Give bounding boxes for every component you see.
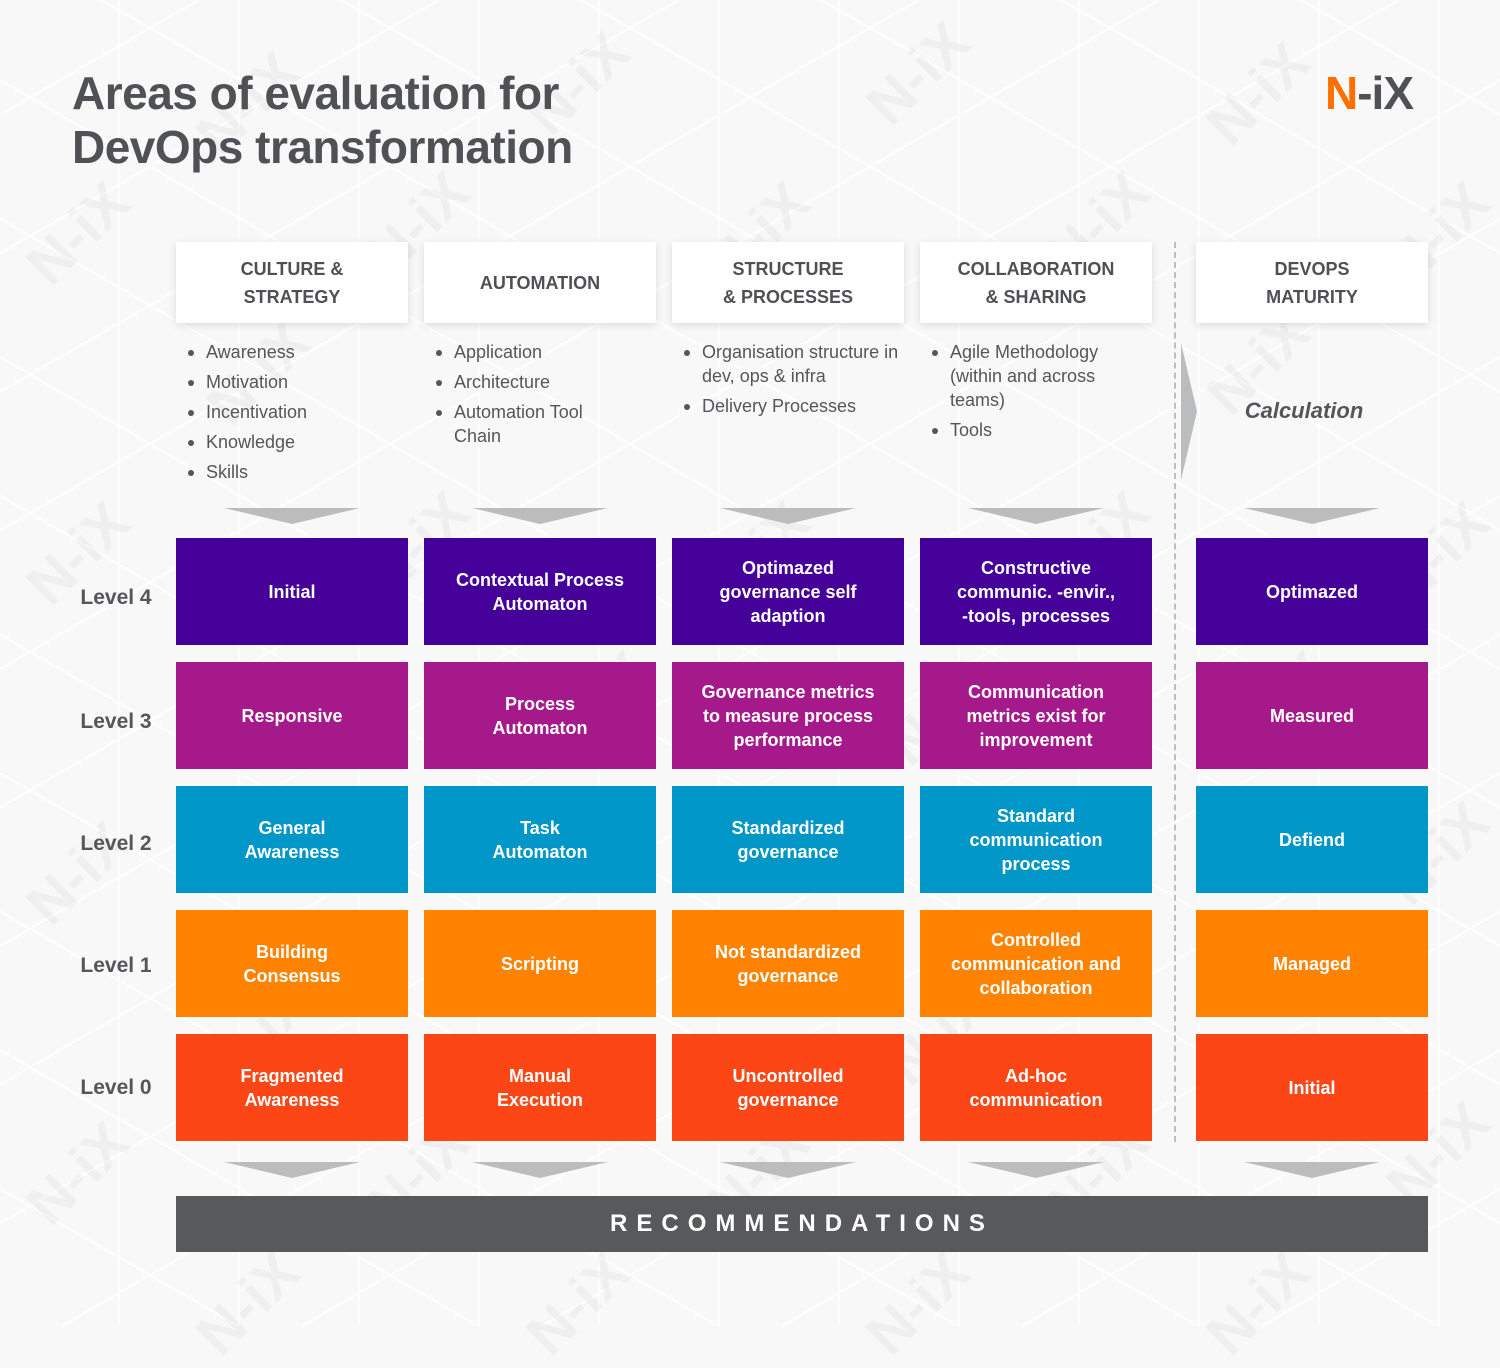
level-1-label: Level 1 bbox=[80, 954, 152, 977]
level-3-maturity-cell: Measured bbox=[1196, 662, 1428, 769]
down-arrow-icon bbox=[1244, 508, 1380, 524]
title-line-2: DevOps transformation bbox=[72, 121, 573, 173]
level-1-structure-cell: Not standardized governance bbox=[672, 910, 904, 1017]
level-0-maturity-cell: Initial bbox=[1196, 1034, 1428, 1141]
level-3-automation-cell: Process Automaton bbox=[424, 662, 656, 769]
down-arrow-icon bbox=[1244, 1162, 1380, 1178]
down-arrow-icon bbox=[472, 1162, 608, 1178]
column-header-structure-processes: STRUCTURE & PROCESSES bbox=[672, 242, 904, 323]
level-0-collaboration-cell: Ad-hoc communication bbox=[920, 1034, 1152, 1141]
level-2-label: Level 2 bbox=[80, 832, 152, 855]
down-arrow-icon bbox=[720, 1162, 856, 1178]
level-0-label: Level 0 bbox=[80, 1076, 152, 1099]
level-4-automation-cell: Contextual Process Automaton bbox=[424, 538, 656, 645]
bullet-item: Application bbox=[424, 340, 624, 364]
level-0-automation-cell: Manual Execution bbox=[424, 1034, 656, 1141]
down-arrow-icon bbox=[968, 1162, 1104, 1178]
down-arrow-icon bbox=[968, 508, 1104, 524]
bullet-item: Organisation structure in dev, ops & inf… bbox=[672, 340, 912, 388]
level-3-label: Level 3 bbox=[80, 710, 152, 733]
title-line-1: Areas of evaluation for bbox=[72, 67, 559, 119]
column-header-culture-strategy: CULTURE & STRATEGY bbox=[176, 242, 408, 323]
calculation-label: Calculation bbox=[1244, 398, 1364, 423]
level-4-structure-cell: Optimazed governance self adaption bbox=[672, 538, 904, 645]
logo-ix: -iX bbox=[1357, 67, 1414, 119]
bullet-item: Architecture bbox=[424, 370, 624, 394]
level-2-collaboration-cell: Standard communication process bbox=[920, 786, 1152, 893]
logo-n: N bbox=[1325, 67, 1358, 119]
bullet-item: Knowledge bbox=[176, 430, 408, 454]
level-2-structure-cell: Standardized governance bbox=[672, 786, 904, 893]
page-title: Areas of evaluation for DevOps transform… bbox=[72, 66, 573, 174]
recommendations-bar: RECOMMENDATIONS bbox=[176, 1196, 1428, 1252]
level-1-culture-cell: Building Consensus bbox=[176, 910, 408, 1017]
bullet-item: Awareness bbox=[176, 340, 408, 364]
diagram: CULTURE & STRATEGY AUTOMATION STRUCTURE … bbox=[80, 242, 1428, 1252]
level-1-automation-cell: Scripting bbox=[424, 910, 656, 1017]
n-ix-logo: N-iX bbox=[1325, 66, 1414, 120]
level-2-automation-cell: Task Automaton bbox=[424, 786, 656, 893]
level-2-maturity-cell: Defiend bbox=[1196, 786, 1428, 893]
bullet-list-culture-strategy: Awareness Motivation Incentivation Knowl… bbox=[176, 340, 408, 490]
bullet-item: Automation Tool Chain bbox=[424, 400, 624, 448]
bullet-list-collaboration-sharing: Agile Methodology (within and across tea… bbox=[920, 340, 1132, 448]
dashed-divider bbox=[1174, 242, 1176, 1142]
level-1-maturity-cell: Managed bbox=[1196, 910, 1428, 1017]
bullet-item: Motivation bbox=[176, 370, 408, 394]
bullet-item: Skills bbox=[176, 460, 408, 484]
column-header-devops-maturity: DEVOPS MATURITY bbox=[1196, 242, 1428, 323]
down-arrow-icon bbox=[720, 508, 856, 524]
column-header-automation: AUTOMATION bbox=[424, 242, 656, 323]
level-4-culture-cell: Initial bbox=[176, 538, 408, 645]
level-0-culture-cell: Fragmented Awareness bbox=[176, 1034, 408, 1141]
level-1-collaboration-cell: Controlled communication and collaborati… bbox=[920, 910, 1152, 1017]
level-3-collaboration-cell: Communication metrics exist for improvem… bbox=[920, 662, 1152, 769]
level-3-culture-cell: Responsive bbox=[176, 662, 408, 769]
level-4-collaboration-cell: Constructive communic. -envir., -tools, … bbox=[920, 538, 1152, 645]
bullet-item: Delivery Processes bbox=[672, 394, 912, 418]
down-arrow-icon bbox=[224, 508, 360, 524]
column-header-collaboration-sharing: COLLABORATION & SHARING bbox=[920, 242, 1152, 323]
level-4-label: Level 4 bbox=[80, 586, 152, 609]
level-2-culture-cell: General Awareness bbox=[176, 786, 408, 893]
level-4-maturity-cell: Optimazed bbox=[1196, 538, 1428, 645]
bullet-list-structure-processes: Organisation structure in dev, ops & inf… bbox=[672, 340, 912, 424]
down-arrow-icon bbox=[224, 1162, 360, 1178]
level-0-structure-cell: Uncontrolled governance bbox=[672, 1034, 904, 1141]
bullet-item: Agile Methodology (within and across tea… bbox=[920, 340, 1132, 412]
level-3-structure-cell: Governance metrics to measure process pe… bbox=[672, 662, 904, 769]
right-arrow-icon bbox=[1181, 343, 1197, 480]
bullet-item: Tools bbox=[920, 418, 1132, 442]
bullet-item: Incentivation bbox=[176, 400, 408, 424]
bullet-list-automation: Application Architecture Automation Tool… bbox=[424, 340, 624, 454]
down-arrow-icon bbox=[472, 508, 608, 524]
